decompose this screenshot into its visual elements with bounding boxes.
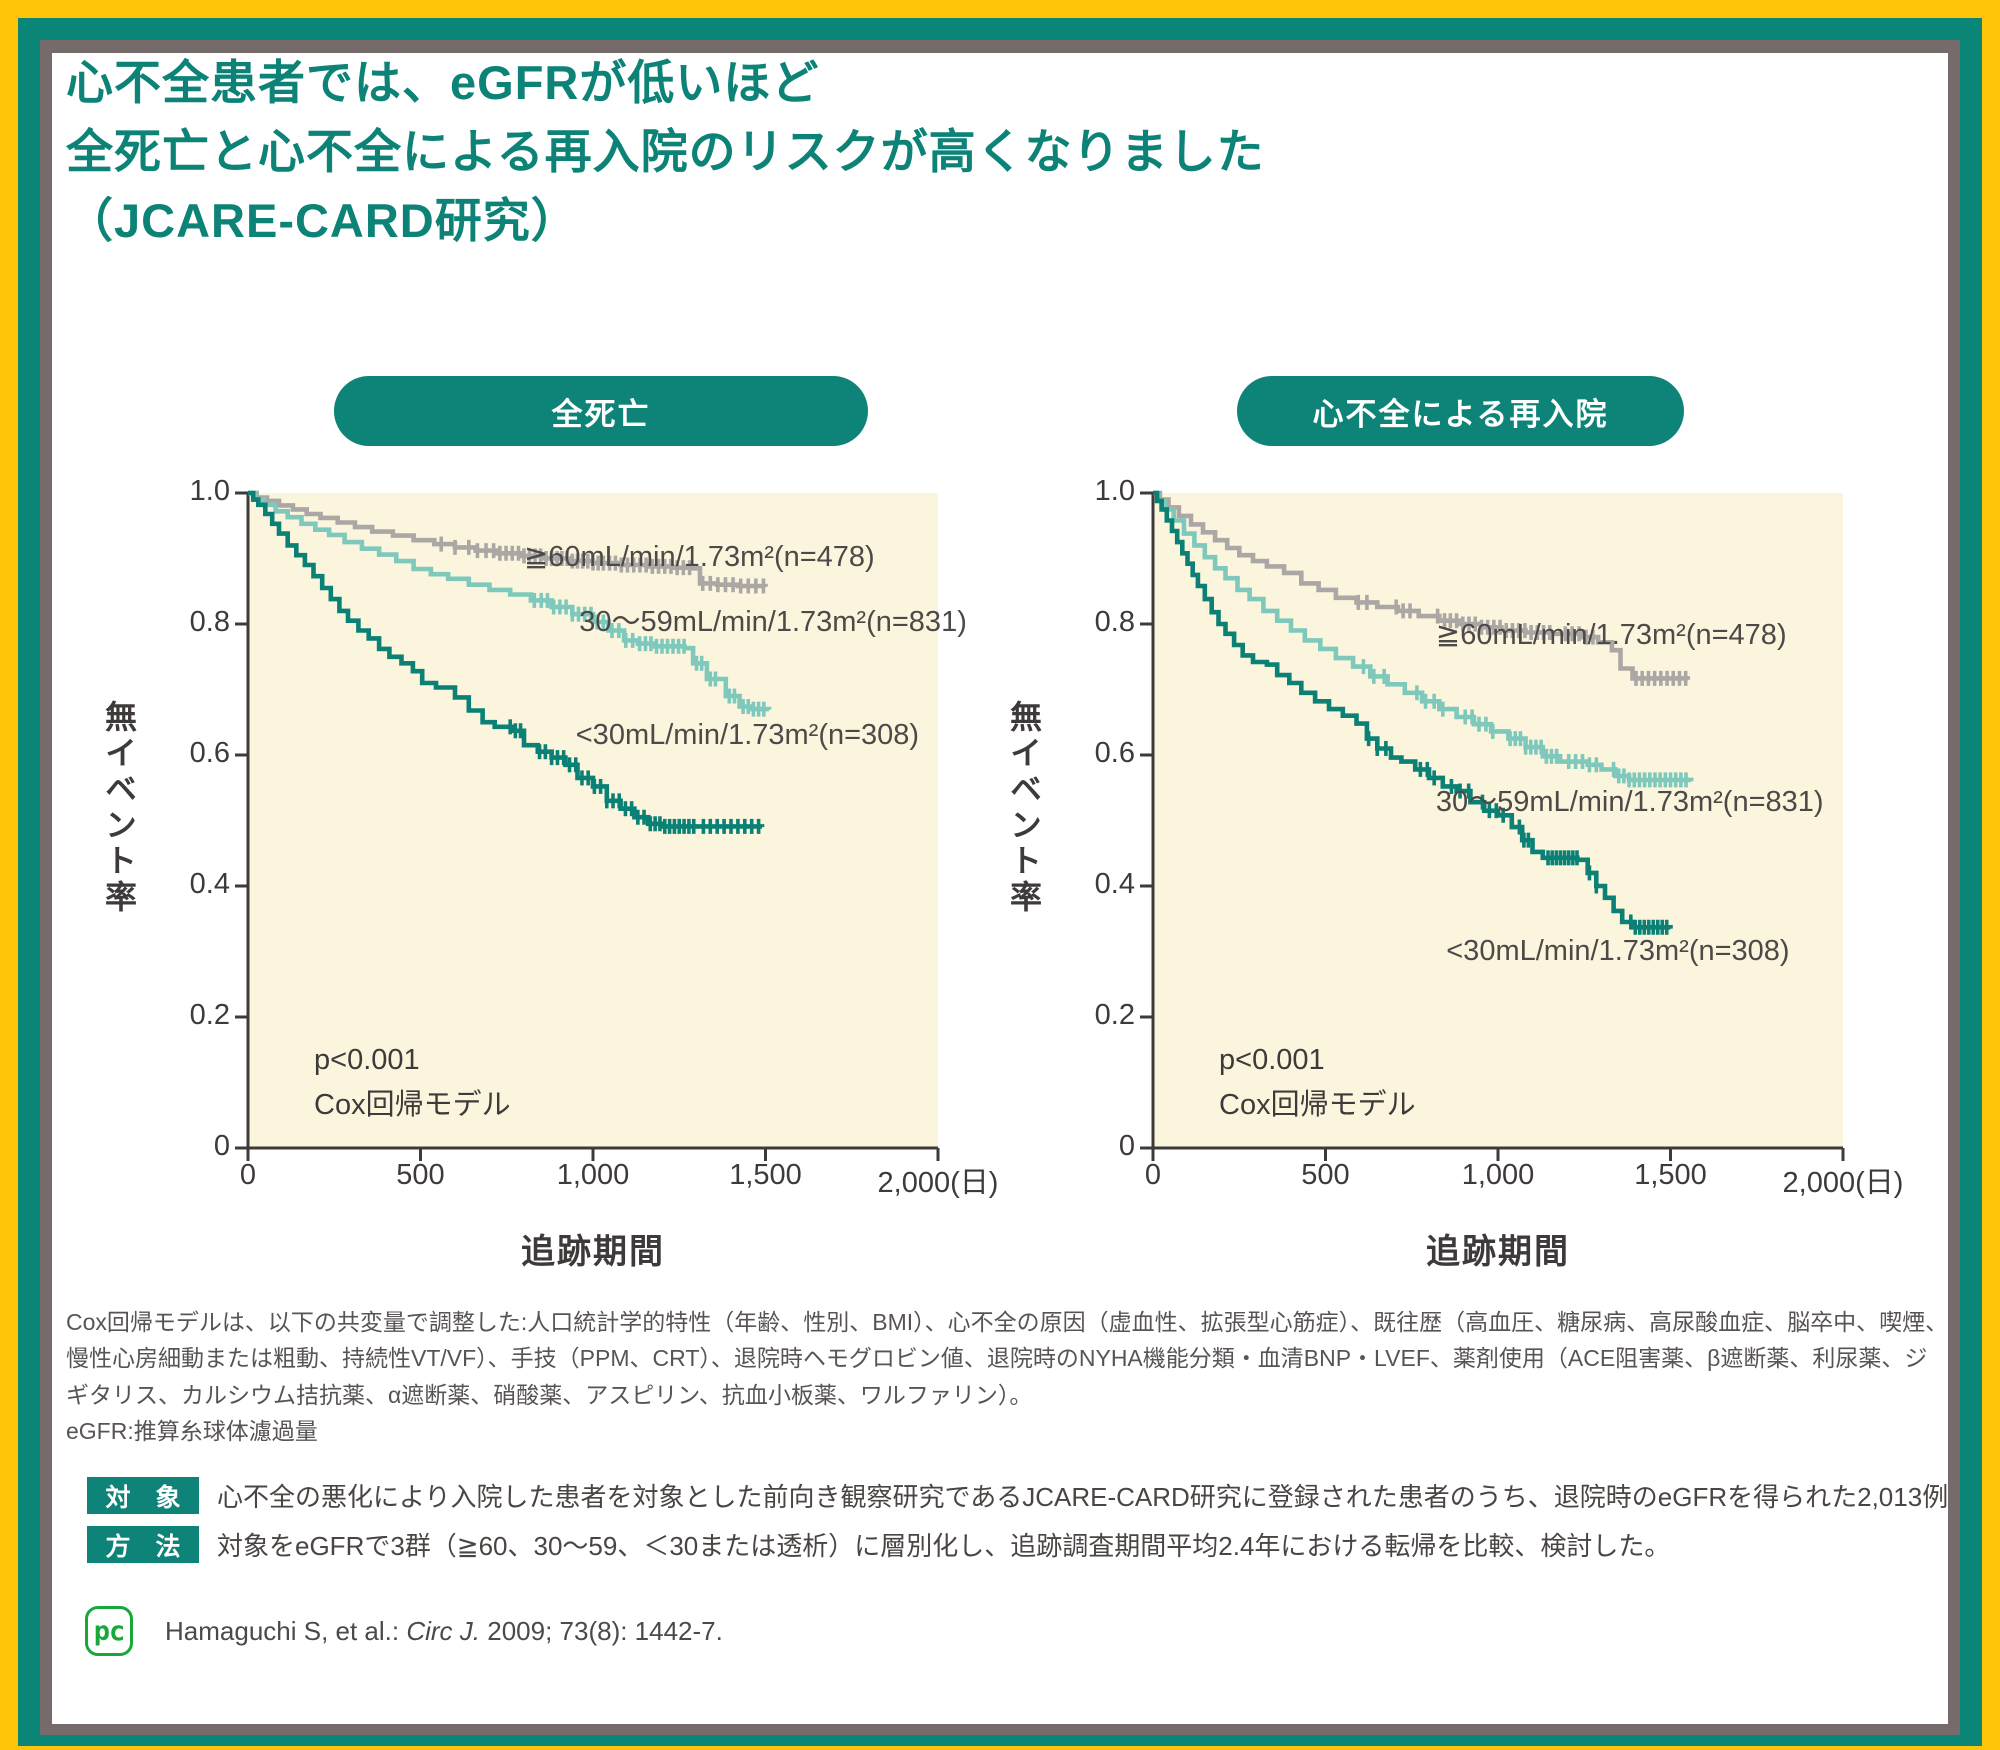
km-chart-all-death: 1.0 0.8 0.6 0.4 0.2 0 0 500 1,000 1,500 2,000(日) ≧6… [190, 475, 999, 1199]
x-tick-label: 0 [1144, 1159, 1162, 1191]
curve-label: <30mL/min/1.73m²(n=308) [1446, 935, 1790, 968]
citation-journal: Circ J. [406, 1615, 481, 1646]
stat-annotation-right: p<0.001 Cox回帰モデル [1219, 1038, 1416, 1128]
pc-logo: pc [85, 1606, 133, 1656]
citation-text: Hamaguchi S, et al.: Circ J. 2009; 73(8)… [165, 1616, 723, 1647]
y-tick-label: 0.6 [189, 737, 230, 769]
footnote: Cox回帰モデルは、以下の共変量で調整した:人口統計学的特性（年齢、性別、BMI… [66, 1304, 1950, 1449]
y-tick-label: 1.0 [189, 475, 230, 507]
citation-row: pc Hamaguchi S, et al.: Circ J. 2009; 73… [85, 1606, 723, 1656]
subjects-badge: 対 象 [87, 1477, 199, 1514]
y-tick-label: 1.0 [1094, 475, 1135, 507]
curve-label: 30～59mL/min/1.73m²(n=831) [1435, 785, 1824, 818]
page-title: 心不全患者では、eGFRが低いほど 全死亡と心不全による再入院のリスクが高くなり… [66, 48, 1265, 255]
y-tick-label: 0 [213, 1130, 230, 1162]
x-axis-label-right: 追跡期間 [1426, 1233, 1570, 1271]
curve-label: ≧60mL/min/1.73m²(n=478) [524, 540, 875, 573]
footnote-egfr-definition: eGFR:推算糸球体濾過量 [66, 1417, 318, 1444]
curve-label: 30～59mL/min/1.73m²(n=831) [579, 605, 967, 638]
x-tick-label: 500 [396, 1159, 445, 1191]
methods-badge: 方 法 [87, 1526, 199, 1563]
model-label-right: Cox回帰モデル [1219, 1088, 1416, 1121]
p-value-left: p<0.001 [314, 1044, 420, 1076]
subjects-row: 対 象 心不全の悪化により入院した患者を対象とした前向き観察研究であるJCARE… [87, 1477, 1948, 1514]
km-chart-svg [235, 490, 940, 1161]
x-tick-label: 2,000(日) [877, 1167, 999, 1199]
y-axis-label-left: 無イベント率 [101, 700, 137, 916]
page-title-line1: 心不全患者では、eGFRが低いほど [66, 56, 820, 109]
y-tick-label: 0.2 [1094, 999, 1135, 1031]
km-chart-rehospitalization: 1.0 0.8 0.6 0.4 0.2 0 0 500 1,000 1,500 2,000(日) ≧6… [1095, 475, 1904, 1199]
y-tick-label: 0.2 [189, 999, 230, 1031]
page-title-line3: （JCARE-CARD研究） [66, 194, 579, 248]
citation-volume: 2009; 73(8): 1442-7. [480, 1615, 723, 1646]
km-chart-svg [1140, 490, 1845, 1161]
x-tick-label: 500 [1301, 1159, 1350, 1191]
x-tick-label: 1,500 [1634, 1159, 1707, 1191]
y-tick-label: 0.8 [189, 606, 230, 638]
y-axis-label-right: 無イベント率 [1006, 700, 1042, 916]
curve-label: <30mL/min/1.73m²(n=308) [575, 718, 920, 751]
y-tick-label: 0.4 [189, 868, 230, 900]
y-tick-label: 0 [1118, 1130, 1135, 1162]
footnote-adjustment-text: Cox回帰モデルは、以下の共変量で調整した:人口統計学的特性（年齢、性別、BMI… [66, 1309, 1949, 1408]
x-tick-label: 0 [239, 1159, 257, 1191]
y-tick-label: 0.4 [1094, 868, 1135, 900]
stat-annotation-left: p<0.001 Cox回帰モデル [314, 1038, 511, 1128]
subjects-text: 心不全の悪化により入院した患者を対象とした前向き観察研究であるJCARE-CAR… [217, 1482, 1949, 1512]
p-value-right: p<0.001 [1219, 1044, 1325, 1076]
curve-label: ≧60mL/min/1.73m²(n=478) [1435, 619, 1787, 652]
page-title-line2: 全死亡と心不全による再入院のリスクが高くなりました [66, 125, 1265, 179]
x-tick-label: 1,000 [556, 1159, 630, 1191]
x-axis-label-left: 追跡期間 [521, 1233, 665, 1271]
chart-header-all-death: 全死亡 [334, 376, 868, 446]
y-tick-label: 0.6 [1094, 737, 1135, 769]
x-tick-label: 1,500 [729, 1159, 802, 1191]
y-tick-label: 0.8 [1094, 606, 1135, 638]
x-tick-label: 1,000 [1461, 1159, 1535, 1191]
chart-header-rehospitalization: 心不全による再入院 [1237, 376, 1684, 446]
methods-text: 対象をeGFRで3群（≧60、30～59、＜30または透析）に層別化し、追跡調査… [217, 1531, 1671, 1561]
citation-authors: Hamaguchi S, et al.: [165, 1615, 407, 1646]
model-label-left: Cox回帰モデル [314, 1088, 511, 1121]
methods-row: 方 法 対象をeGFRで3群（≧60、30～59、＜30または透析）に層別化し、… [87, 1526, 1670, 1563]
x-tick-label: 2,000(日) [1782, 1167, 1904, 1199]
